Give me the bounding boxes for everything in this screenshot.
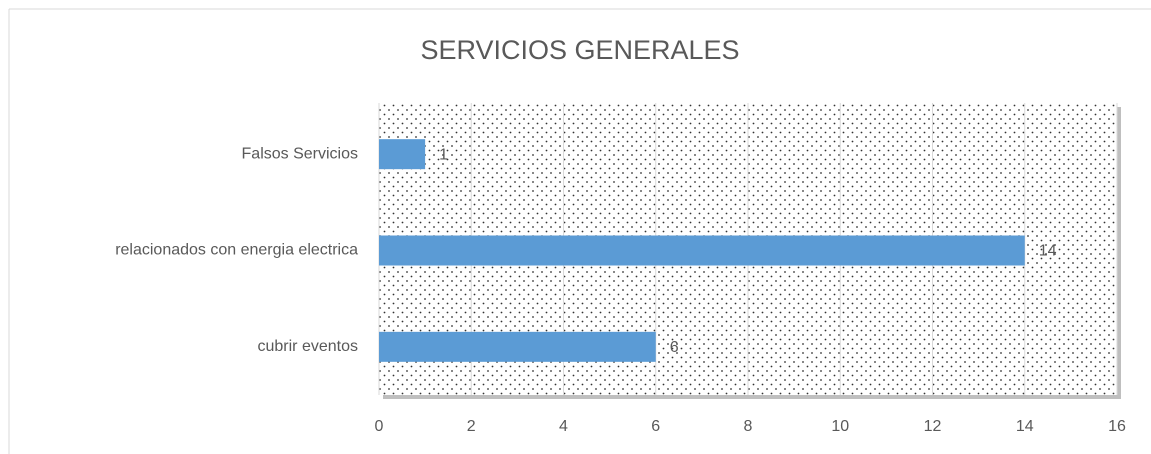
chart-title: SERVICIOS GENERALES [420, 35, 739, 65]
data-label: 1 [439, 146, 448, 163]
x-tick-label: 6 [651, 418, 660, 435]
data-label: 6 [670, 339, 679, 356]
x-tick-label: 2 [467, 418, 476, 435]
x-tick-label: 10 [831, 418, 849, 435]
x-tick-label: 8 [744, 418, 753, 435]
y-tick-label: relacionados con energia electrica [115, 242, 358, 259]
y-tick-label: cubrir eventos [258, 338, 359, 355]
x-tick-label: 16 [1108, 418, 1126, 435]
bar [379, 139, 426, 170]
x-tick-label: 4 [559, 418, 568, 435]
x-tick-label: 12 [924, 418, 942, 435]
bar [379, 235, 1025, 266]
x-tick-label: 0 [375, 418, 384, 435]
data-label: 14 [1039, 243, 1057, 260]
x-tick-label: 14 [1016, 418, 1034, 435]
bar [379, 331, 656, 362]
y-tick-label: Falsos Servicios [242, 145, 358, 162]
